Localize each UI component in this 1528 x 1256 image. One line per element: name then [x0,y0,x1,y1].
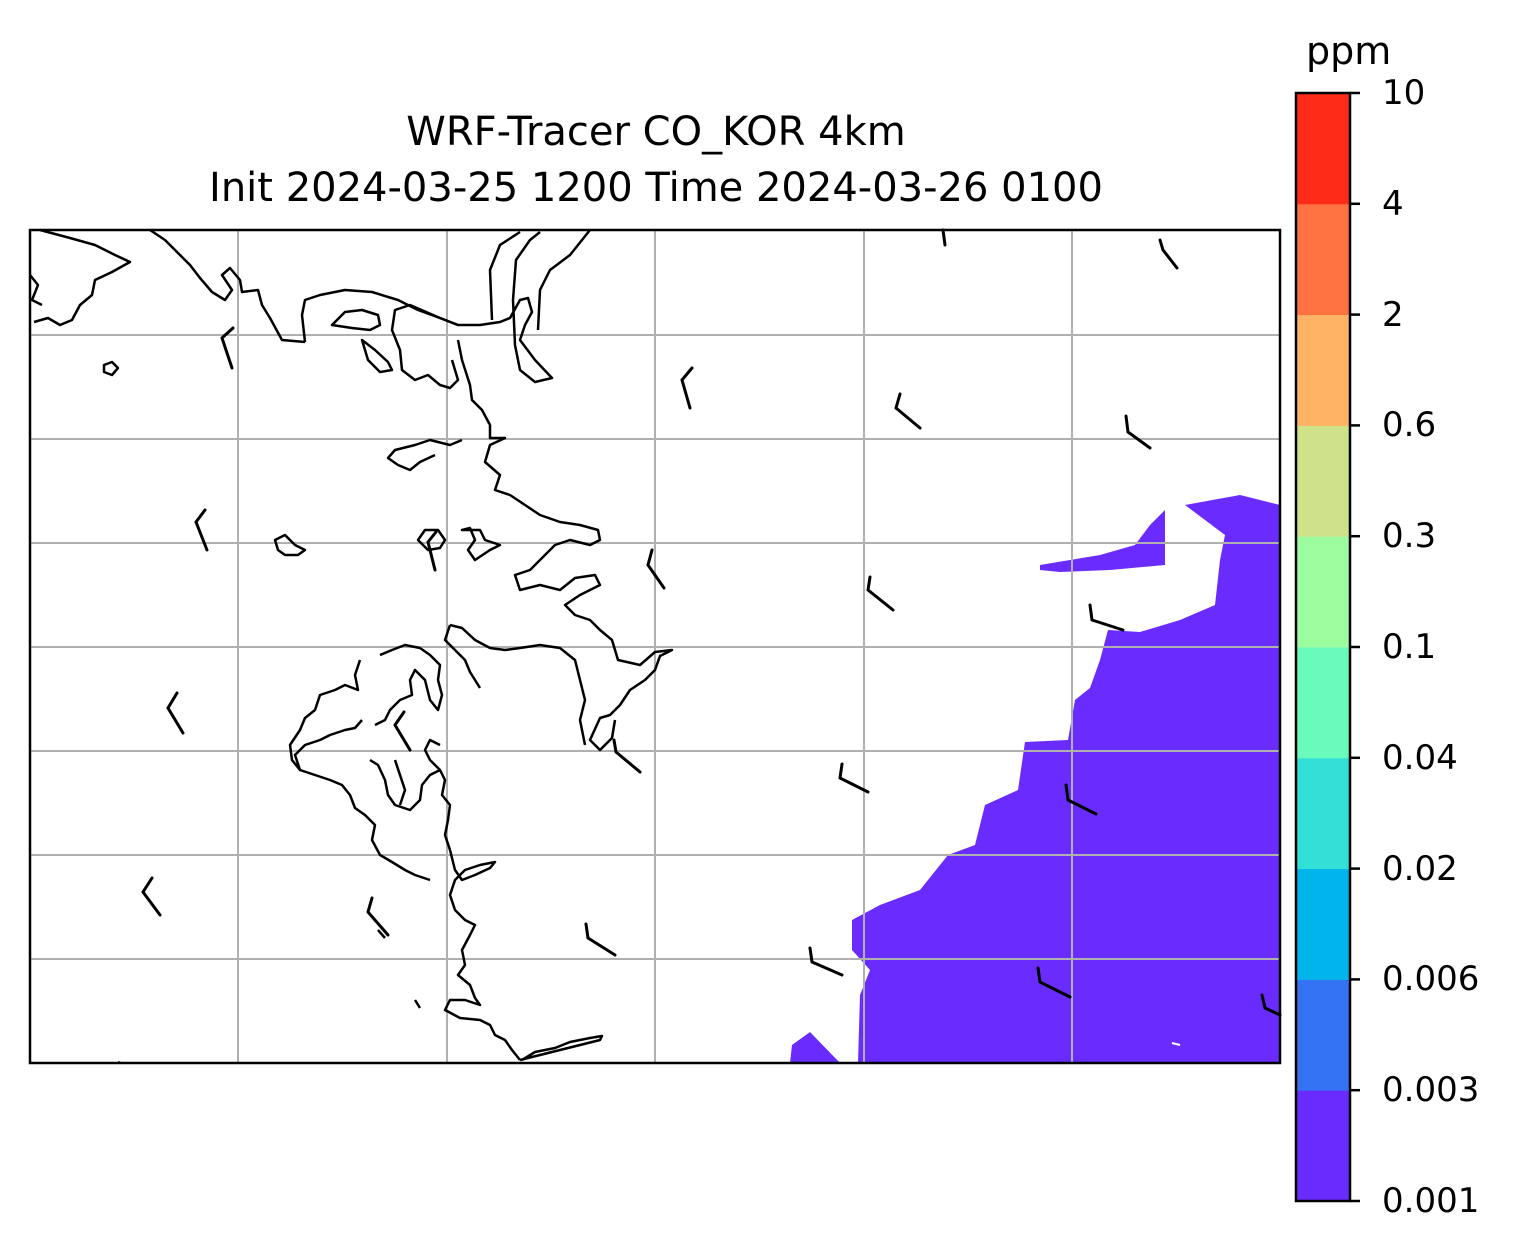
wind-barb [194,508,209,552]
colorbar-unit-label: ppm [1306,29,1392,73]
colorbar-tick-label: 2 [1382,294,1404,335]
colorbar-segment [1296,647,1350,759]
colorbar-segment [1296,1090,1350,1202]
wind-barb [1064,783,1098,816]
colorbar-tick-label: 0.001 [1382,1181,1480,1221]
colorbar-tick-label: 0.6 [1382,405,1437,446]
colorbar-tick-label: 0.3 [1382,516,1437,557]
wind-barb [1260,993,1282,1017]
colorbar-segment [1296,536,1350,648]
wind-barb [1036,966,1072,999]
wind-barb [141,876,162,917]
colorbar-segment [1296,93,1350,205]
wind-barb [838,762,870,794]
fill-notch [1171,1042,1181,1046]
wind-barb [866,575,895,612]
colorbar-tick-label: 0.1 [1382,627,1437,667]
wind-barb [808,946,844,977]
colorbar-tick-label: 4 [1382,183,1404,224]
wind-barb [220,326,235,370]
colorbar-segment [1296,868,1350,980]
concentration-fill [790,495,1280,1063]
wind-barb [1124,414,1152,450]
colorbar-tick-label: 0.006 [1382,959,1480,1000]
wind-barb [584,922,617,957]
tracer-fill-area [852,495,1280,1063]
wind-barb [680,366,694,410]
colorbar [1294,91,1360,1203]
colorbar-tick-label: 0.02 [1382,848,1458,889]
colorbar-tick-label: 0.04 [1382,737,1458,778]
wind-barb [393,710,412,752]
coastline [29,228,674,1065]
wind-barbs [141,228,1282,1017]
map-gridlines [30,230,1280,1063]
colorbar-segment [1296,979,1350,1091]
colorbar-segment [1296,425,1350,537]
wind-barb [1158,238,1179,270]
wind-barb [941,228,947,247]
wind-barb [612,738,642,774]
map-frame [28,228,1282,1065]
colorbar-tick-label: 10 [1382,73,1426,113]
colorbar-tick-label: 0.003 [1382,1070,1480,1111]
colorbar-segment [1296,314,1350,426]
map-title-line1: WRF-Tracer CO_KOR 4km [406,109,906,155]
wind-barb [166,691,185,735]
map-title-line2: Init 2024-03-25 1200 Time 2024-03-26 010… [209,165,1103,211]
colorbar-segment [1296,757,1350,870]
colorbar-segment [1296,203,1350,316]
wind-barb [426,530,438,572]
wind-barb [894,392,922,430]
tracer-fill-strip [1040,510,1165,572]
wind-barb [1088,603,1125,632]
tracer-fill-corner [790,1032,840,1063]
wind-barb [366,896,390,937]
wind-barb [646,548,666,590]
